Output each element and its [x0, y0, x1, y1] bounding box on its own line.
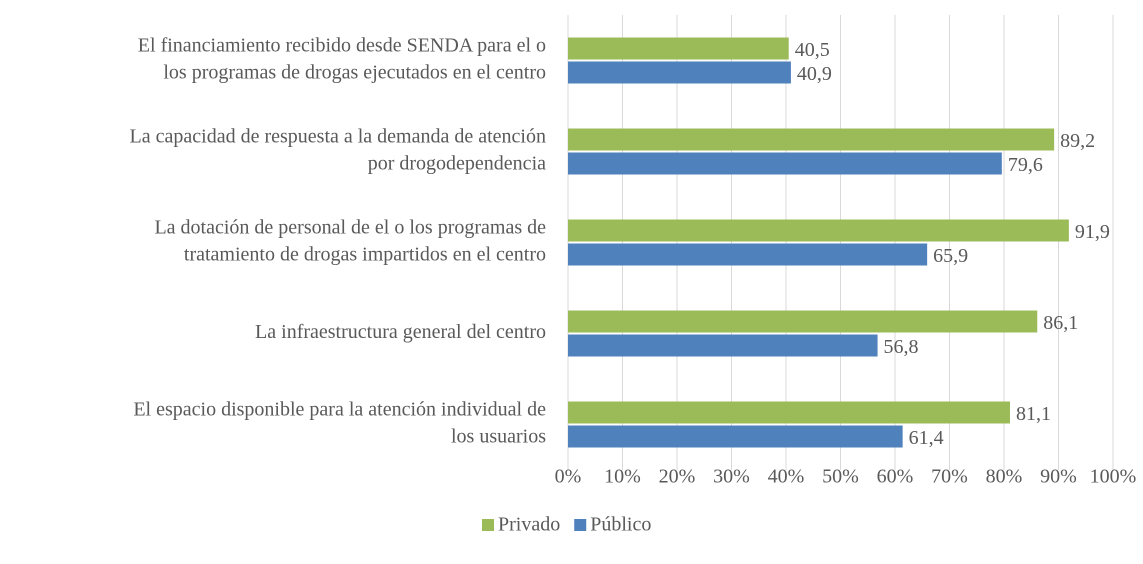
category-label: La capacidad de respuesta a la demanda d…	[130, 126, 546, 148]
bar	[568, 310, 1038, 333]
value-label: 86,1	[1043, 312, 1078, 334]
legend-label: Privado	[498, 514, 560, 536]
value-label: 91,9	[1075, 221, 1110, 243]
x-tick-label: 40%	[768, 466, 805, 488]
legend-swatch	[482, 519, 494, 531]
value-label: 40,5	[795, 39, 830, 61]
category-label: por drogodependencia	[368, 153, 546, 175]
category-label: El financiamiento recibido desde SENDA p…	[138, 35, 546, 57]
value-label: 40,9	[797, 63, 832, 85]
value-label: 56,8	[884, 336, 919, 358]
x-tick-label: 90%	[1040, 466, 1077, 488]
bar	[568, 425, 903, 448]
bar	[568, 37, 789, 60]
x-tick-label: 60%	[877, 466, 914, 488]
legend-swatch	[574, 519, 587, 531]
x-tick-label: 70%	[931, 466, 968, 488]
legend-label: Público	[590, 514, 651, 536]
bar	[568, 334, 878, 357]
category-label: los programas de drogas ejecutados en el…	[163, 62, 546, 84]
value-label: 65,9	[933, 245, 968, 267]
x-tick-label: 10%	[604, 466, 641, 488]
value-label: 89,2	[1060, 130, 1095, 152]
x-tick-label: 100%	[1090, 466, 1137, 488]
x-tick-label: 80%	[986, 466, 1023, 488]
value-label: 79,6	[1008, 154, 1043, 176]
value-label: 81,1	[1016, 403, 1051, 425]
category-label: tratamiento de drogas impartidos en el c…	[184, 244, 546, 266]
category-label: El espacio disponible para la atención i…	[133, 399, 546, 421]
category-label: los usuarios	[451, 426, 546, 448]
bar	[568, 243, 928, 266]
x-tick-label: 50%	[822, 466, 859, 488]
bar	[568, 128, 1055, 151]
category-label: La dotación de personal de el o los prog…	[154, 217, 546, 239]
bar	[568, 152, 1002, 175]
bar	[568, 61, 791, 84]
value-label: 61,4	[909, 427, 944, 449]
x-tick-label: 20%	[659, 466, 696, 488]
bar	[568, 219, 1069, 242]
bar	[568, 401, 1010, 424]
x-tick-label: 0%	[555, 466, 582, 488]
category-label: La infraestructura general del centro	[255, 321, 546, 343]
x-tick-label: 30%	[713, 466, 750, 488]
